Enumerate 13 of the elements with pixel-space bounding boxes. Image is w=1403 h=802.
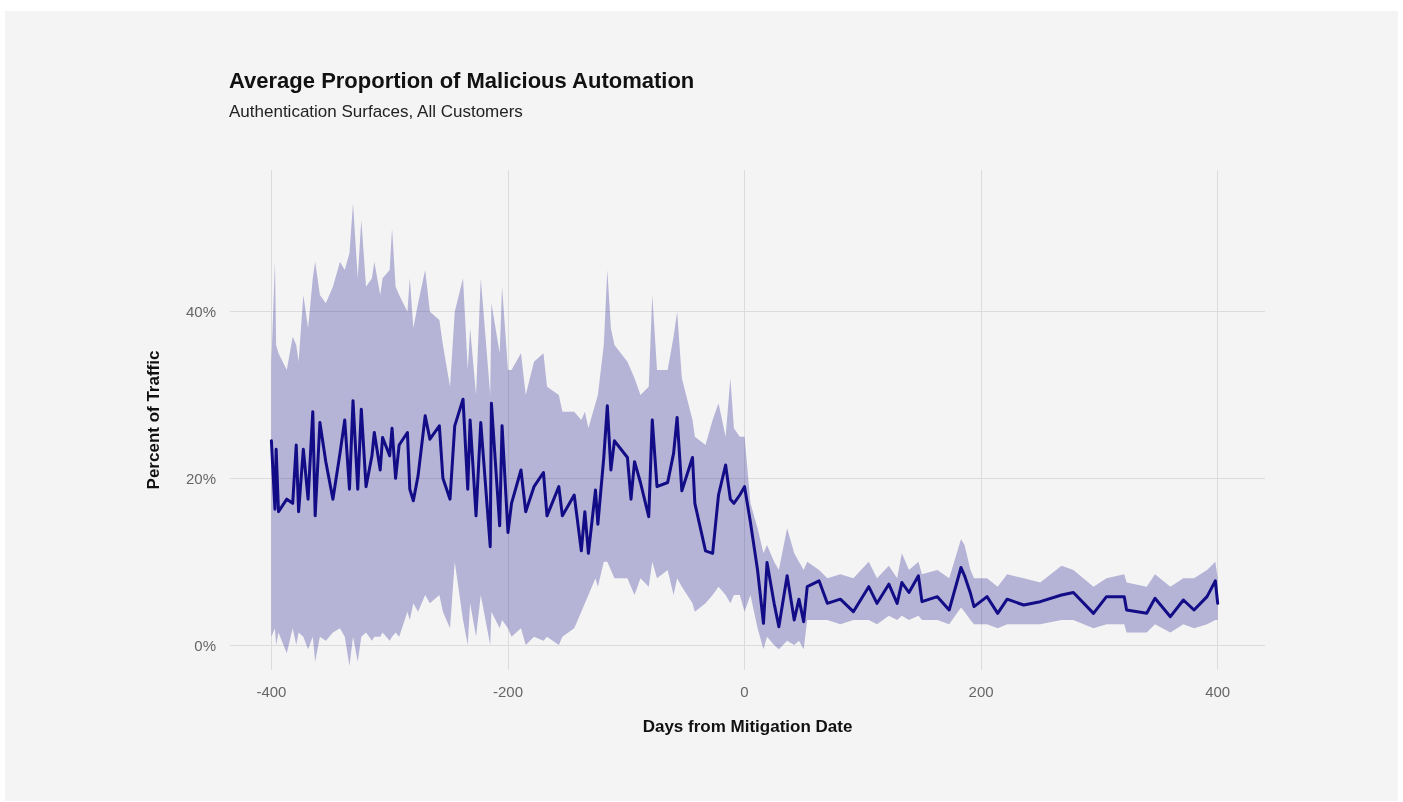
x-tick-label: -200 (492, 683, 523, 700)
y-axis-title: Percent of Traffic (144, 350, 163, 490)
chart-title: Average Proportion of Malicious Automation (229, 67, 695, 93)
x-axis-title: Days from Mitigation Date (642, 717, 853, 736)
y-tick-label: 40% (185, 303, 216, 321)
y-tick-label: 20% (185, 469, 216, 487)
x-tick-label: 200 (968, 683, 994, 700)
y-tick-label: 0% (194, 636, 216, 654)
chart-subtitle: Authentication Surfaces, All Customers (229, 102, 523, 121)
x-tick-label: 400 (1205, 683, 1231, 700)
x-tick-label: 0 (740, 683, 749, 700)
x-tick-label: -400 (256, 683, 287, 700)
line-series (269, 397, 1220, 629)
